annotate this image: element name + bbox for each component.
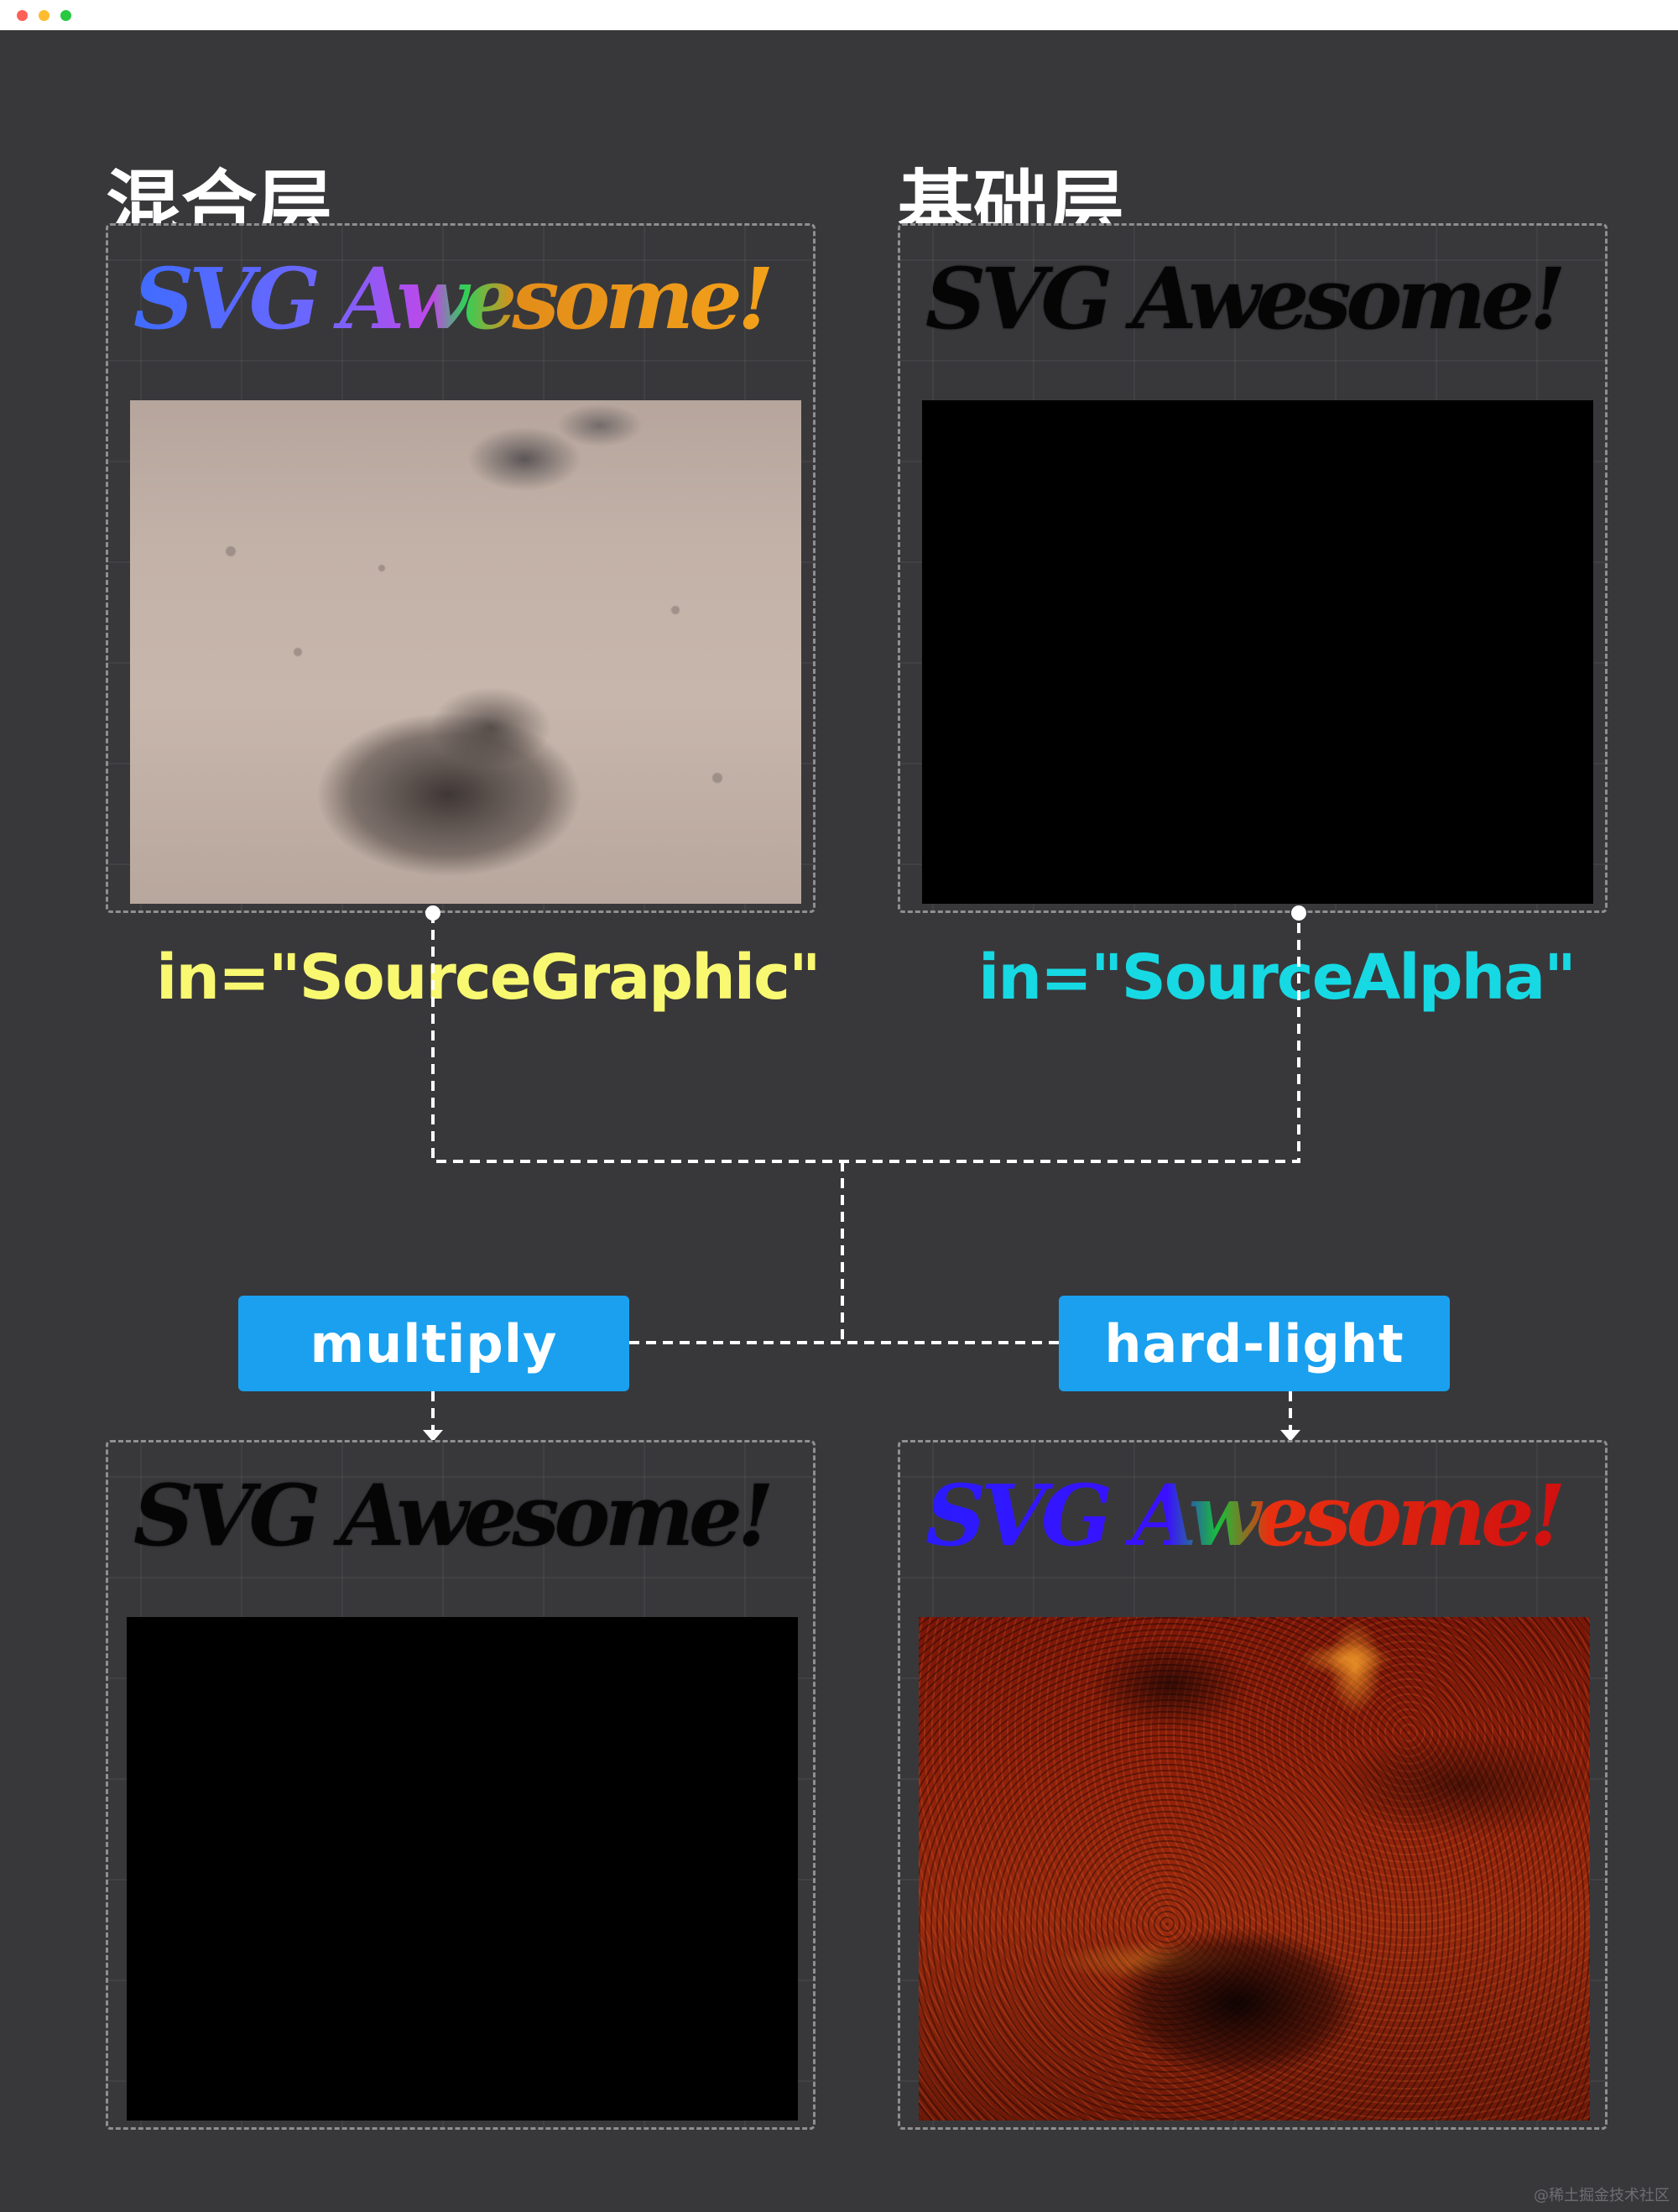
connector-lines [423, 905, 1306, 1442]
connector-node-source-graphic [425, 905, 440, 921]
panel-text-multiply-result: SVG Awesome! [133, 1466, 774, 1565]
diagram-canvas: 混合层 基础层 SVG Awesome! SVG Awesome! in="So… [0, 30, 1678, 2212]
arrowhead-multiply [423, 1430, 443, 1442]
panel-source-graphic: SVG Awesome! [106, 223, 816, 913]
connector-inputs-merge [431, 913, 1300, 1163]
arrowhead-hard-light [1280, 1430, 1300, 1442]
label-source-graphic: in="SourceGraphic" [156, 942, 821, 1014]
window-close-button[interactable] [17, 10, 28, 21]
multiply-result-image [127, 1617, 798, 2121]
label-source-alpha: in="SourceAlpha" [978, 942, 1576, 1014]
watermark: @稀土掘金技术社区 [1534, 2187, 1670, 2204]
hard-light-result-image [919, 1617, 1590, 2121]
window-minimize-button[interactable] [39, 10, 50, 21]
multiply-mode-button[interactable]: multiply [238, 1296, 629, 1391]
alpha-black-image [922, 400, 1593, 904]
window-zoom-button[interactable] [60, 10, 71, 21]
sand-footprint-image [130, 400, 801, 904]
window-titlebar [0, 0, 1678, 30]
panel-source-alpha: SVG Awesome! [898, 223, 1608, 913]
panel-text-source-alpha: SVG Awesome! [925, 249, 1566, 348]
connector-node-source-alpha [1291, 905, 1306, 921]
panel-text-source-graphic: SVG Awesome! [133, 249, 774, 348]
panel-hard-light-result: SVG Awesome! [898, 1440, 1608, 2130]
hard-light-mode-button[interactable]: hard-light [1059, 1296, 1450, 1391]
panel-multiply-result: SVG Awesome! [106, 1440, 816, 2130]
panel-text-hard-light-result: SVG Awesome! [925, 1466, 1566, 1565]
